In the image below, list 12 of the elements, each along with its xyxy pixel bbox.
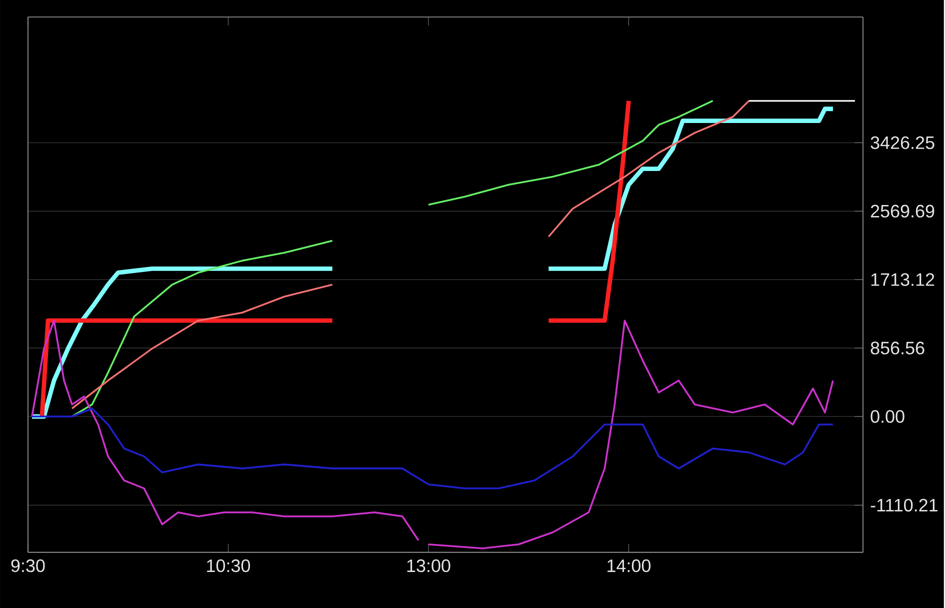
line-series (428, 100, 714, 206)
line-series (548, 100, 750, 238)
y-tick-label: 856.56 (870, 342, 924, 354)
x-tick-label: 14:00 (608, 559, 650, 572)
y-tick-label: 0.00 (870, 410, 904, 423)
x-tick-label: 9:30 (11, 559, 45, 572)
y-tick-label: -1110.21 (870, 498, 938, 512)
y-tick-label: 1713.12 (871, 273, 934, 286)
y-tick-label: 3426.25 (870, 136, 934, 149)
y-tick-label: 2569.69 (870, 204, 934, 218)
x-tick-label: 13:00 (407, 559, 450, 572)
x-tick-label: 10:30 (207, 559, 250, 572)
